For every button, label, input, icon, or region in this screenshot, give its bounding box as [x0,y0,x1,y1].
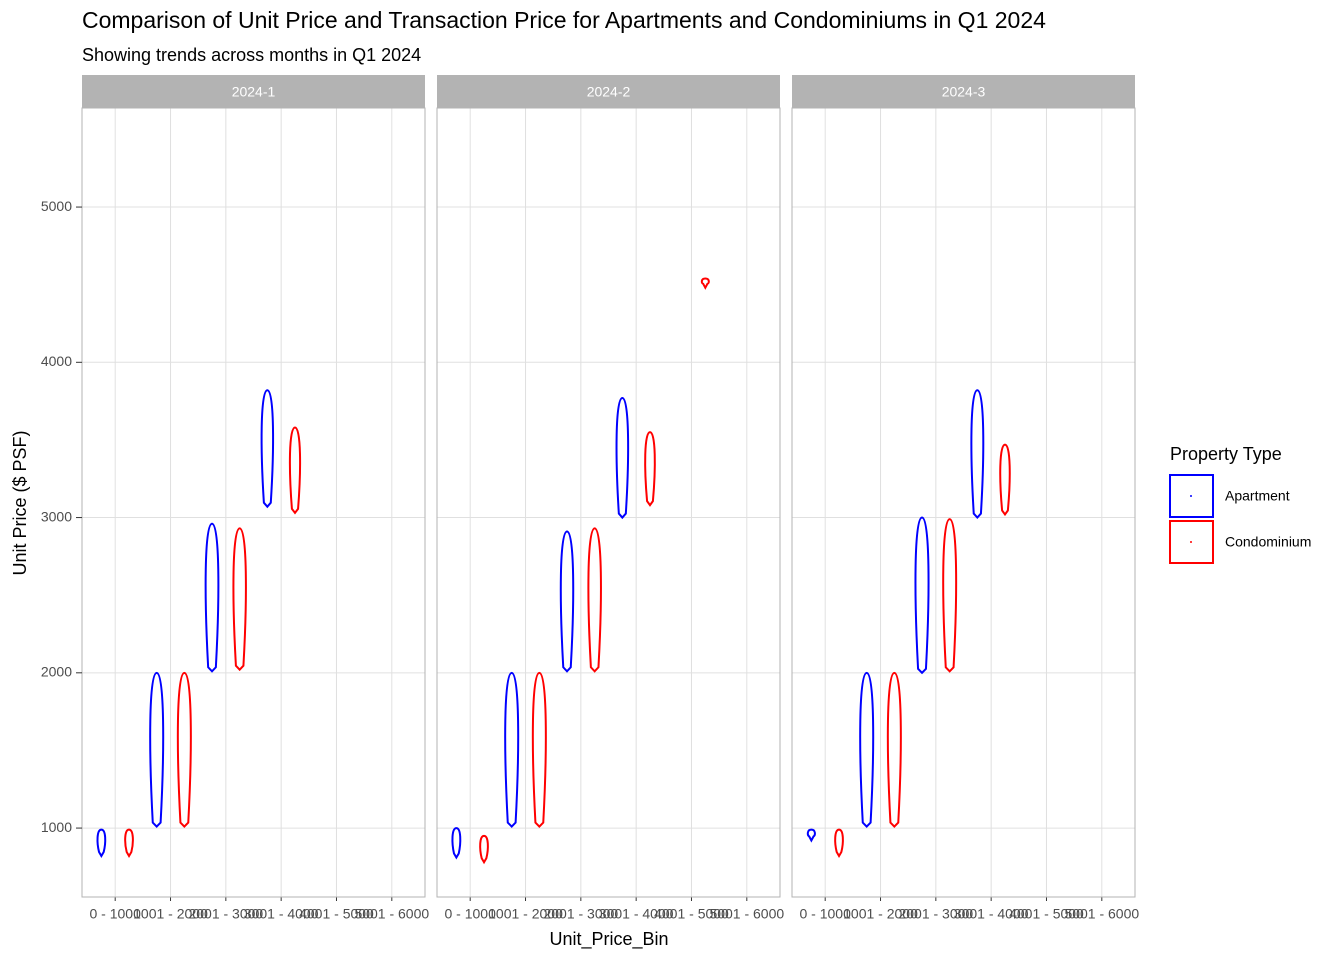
chart-subtitle: Showing trends across months in Q1 2024 [82,45,421,65]
legend-title: Property Type [1170,444,1282,464]
legend-label: Condominium [1225,534,1311,550]
strip [792,75,1135,108]
violin [914,516,930,675]
violin [587,527,602,673]
strip-label: 2024-1 [232,84,276,100]
strip-label: 2024-2 [587,84,631,100]
panel-border [791,107,1136,898]
violin [176,671,192,828]
legend-dot [1190,541,1192,543]
x-tick-label: 5001 - 6000 [354,906,429,922]
strip [82,75,425,108]
chart-title: Comparison of Unit Price and Transaction… [82,7,1046,33]
legend-key [1169,520,1214,564]
violin [615,397,630,520]
violin [942,518,958,673]
violin [644,431,656,507]
violin [806,828,816,843]
y-axis-label: Unit Price ($ PSF) [10,430,30,575]
x-tick-label: 5001 - 6000 [1064,906,1139,922]
x-tick-label: 3001 - 4000 [599,906,674,922]
violin [124,828,134,858]
x-tick-label: 0 - 1000 [445,906,497,922]
x-tick-label: 4001 - 5000 [654,906,729,922]
violin [149,671,165,828]
legend-label: Apartment [1225,488,1290,504]
violin [531,671,547,828]
violin [559,530,575,673]
violin [970,389,985,520]
violin [204,522,220,673]
violin [834,828,844,858]
x-tick-label: 0 - 1000 [800,906,852,922]
x-tick-label: 2001 - 3000 [188,906,263,922]
x-tick-label: 3001 - 4000 [244,906,319,922]
violin [999,443,1011,517]
violin [479,834,489,865]
legend-key [1169,474,1214,518]
x-tick-label: 4001 - 5000 [1009,906,1084,922]
strip-label: 2024-3 [942,84,986,100]
x-tick-label: 4001 - 5000 [299,906,374,922]
strip [437,75,780,108]
violin [504,671,520,828]
y-tick-label: 1000 [41,819,72,835]
x-tick-label: 5001 - 6000 [709,906,784,922]
violin [96,828,107,858]
x-axis-label: Unit_Price_Bin [549,929,668,950]
x-tick-label: 1001 - 2000 [488,906,563,922]
violin [451,827,462,860]
y-tick-label: 5000 [41,198,72,214]
panel-border [436,107,781,898]
violin [288,426,302,515]
x-tick-label: 2001 - 3000 [543,906,618,922]
x-tick-label: 1001 - 2000 [843,906,918,922]
x-tick-label: 2001 - 3000 [898,906,973,922]
y-tick-label: 4000 [41,353,72,369]
x-tick-label: 1001 - 2000 [133,906,208,922]
violin [700,277,710,290]
panel-border [81,107,426,898]
x-tick-label: 0 - 1000 [90,906,142,922]
x-tick-label: 3001 - 4000 [954,906,1029,922]
y-tick-label: 2000 [41,664,72,680]
violin [886,671,902,828]
violin [859,671,875,828]
y-tick-label: 3000 [41,508,72,524]
violin [260,389,275,509]
legend-dot [1190,495,1192,497]
violin [232,527,247,672]
